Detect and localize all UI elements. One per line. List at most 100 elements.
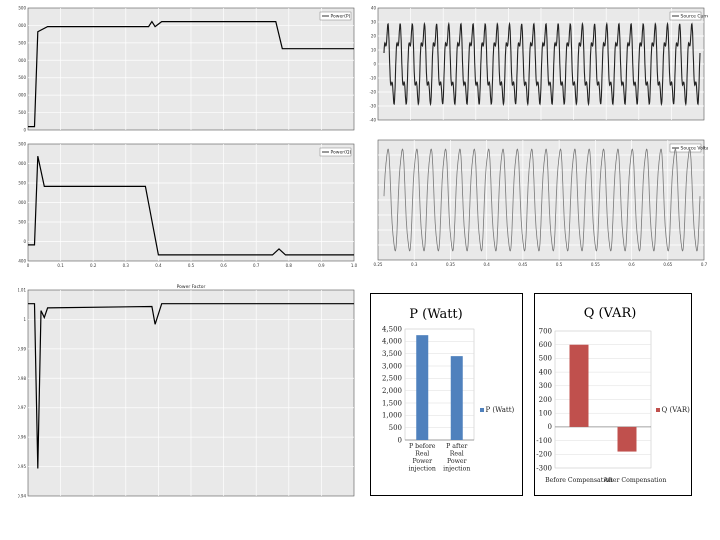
p-watt-bar-chart: P (Watt) 4,500 4,000 3,500 3,000 2,500 2,000 1,… <box>370 293 523 496</box>
x-tick-label: 0.3 <box>411 262 418 267</box>
category-label: injection <box>443 466 470 473</box>
bar <box>617 426 637 452</box>
y-tick-label: 1 <box>23 317 26 322</box>
category-label: injection <box>409 466 436 473</box>
x-tick-label: 0.6 <box>220 263 227 268</box>
bar-plot-area <box>404 328 475 441</box>
bar-chart-title: Q (VAR) <box>584 306 637 321</box>
bar-y-tick-label: 2,500 <box>382 375 402 383</box>
bar-chart-title: P (Watt) <box>409 307 462 322</box>
y-tick-label: 2500 <box>18 142 26 147</box>
power-factor-chart: 1.01 1 0.99 0.98 0.97 0.96 0.95 0.94 Power Facto… <box>18 284 358 502</box>
category-label: P before <box>409 443 436 450</box>
y-tick-label: 20 <box>371 34 377 39</box>
x-tick-label: 0.7 <box>701 262 708 267</box>
x-tick-label: 0.35 <box>446 262 455 267</box>
y-tick-label: 10 <box>371 48 377 53</box>
y-tick-label: 1500 <box>18 181 26 186</box>
category-label: After Compensation <box>603 477 667 484</box>
y-tick-label: 2500 <box>18 40 26 45</box>
y-tick-label: -400 <box>18 259 26 264</box>
legend-label: Power(Q) <box>331 150 352 156</box>
bar-y-tick-label: 0 <box>398 436 402 444</box>
y-tick-label: 2000 <box>18 161 26 166</box>
y-tick-label: 3500 <box>18 6 26 11</box>
category-label: Power <box>412 458 432 465</box>
series-line <box>28 155 354 256</box>
y-tick-label: -10 <box>369 76 376 81</box>
x-tick-label: 0 <box>27 263 30 268</box>
y-tick-label: 1500 <box>18 75 26 80</box>
y-tick-label: 0.97 <box>18 405 26 410</box>
y-tick-label: -40 <box>369 118 376 123</box>
x-tick-label: 0.45 <box>518 262 527 267</box>
legend-label: Source Current <box>681 14 709 20</box>
legend-label: P (Watt) <box>486 406 515 414</box>
bar-y-tick-label: 2,000 <box>382 387 402 395</box>
y-tick-label: 0.94 <box>18 494 26 499</box>
bar <box>450 356 463 440</box>
waveform <box>383 21 701 107</box>
legend-box <box>319 147 352 157</box>
legend-label: Source Voltage <box>681 146 709 152</box>
waveform <box>383 148 701 252</box>
bar <box>569 344 589 427</box>
y-tick-label: 0 <box>373 62 376 67</box>
y-tick-label: -30 <box>369 104 376 109</box>
y-tick-label: 500 <box>18 110 26 115</box>
y-tick-label: -20 <box>369 90 376 95</box>
series-line <box>28 20 354 128</box>
x-tick-label: 0.9 <box>318 263 325 268</box>
q-var-bar-chart: Q (VAR) 700 600 500 400 300 200 100 0 -100 -200 -30… <box>534 293 692 496</box>
y-tick-label: 0 <box>23 128 26 133</box>
bar-y-tick-label: 3,500 <box>382 350 402 358</box>
bar-y-tick-label: -200 <box>536 451 552 459</box>
y-tick-label: 3000 <box>18 23 26 28</box>
y-tick-label: 0 <box>23 239 26 244</box>
legend-swatch <box>656 408 660 412</box>
legend-label: Power(P) <box>331 14 351 20</box>
category-label: Power <box>447 458 467 465</box>
x-tick-label: 0.4 <box>483 262 490 267</box>
legend-box <box>669 143 702 153</box>
chart-title: Power Factor <box>177 284 206 290</box>
x-tick-label: 0.1 <box>57 263 64 268</box>
y-tick-label: 0.95 <box>18 464 26 469</box>
y-tick-label: 1.01 <box>18 288 26 293</box>
bar-y-tick-label: 4,000 <box>382 338 402 346</box>
x-tick-label: 0.25 <box>374 262 383 267</box>
bar-y-tick-label: -300 <box>536 464 552 472</box>
x-tick-label: 0.7 <box>253 263 260 268</box>
bar-y-tick-label: 400 <box>539 368 552 376</box>
bar-y-tick-label: 500 <box>539 355 552 363</box>
category-label: P after <box>446 443 467 450</box>
category-label: Real <box>450 451 464 458</box>
y-tick-label: 30 <box>371 20 377 25</box>
bar-y-tick-label: 700 <box>539 327 552 335</box>
bar-y-tick-label: 500 <box>389 424 402 432</box>
x-tick-label: 0.55 <box>591 262 600 267</box>
bar-y-tick-label: 1,500 <box>382 399 402 407</box>
bar-y-tick-label: 0 <box>548 423 552 431</box>
x-tick-label: 0.6 <box>628 262 635 267</box>
bar-y-tick-label: 3,000 <box>382 362 402 370</box>
x-tick-label: 0.65 <box>663 262 672 267</box>
x-tick-label: 0.5 <box>188 263 195 268</box>
bar-y-tick-label: 600 <box>539 341 552 349</box>
y-tick-label: 40 <box>371 6 377 11</box>
y-tick-label: 2000 <box>18 58 26 63</box>
y-tick-label: 0.99 <box>18 346 26 351</box>
x-tick-label: 0.8 <box>286 263 293 268</box>
legend-label: Q (VAR) <box>662 406 691 414</box>
y-tick-label: 0.98 <box>18 376 26 381</box>
x-tick-label: 1.0 <box>351 263 358 268</box>
bar-y-tick-label: -100 <box>536 437 552 445</box>
x-tick-label: 0.5 <box>556 262 563 267</box>
bar-y-tick-label: 300 <box>539 382 552 390</box>
series-line <box>28 303 354 469</box>
x-tick-label: 0.4 <box>155 263 162 268</box>
bar-y-tick-label: 200 <box>539 396 552 404</box>
